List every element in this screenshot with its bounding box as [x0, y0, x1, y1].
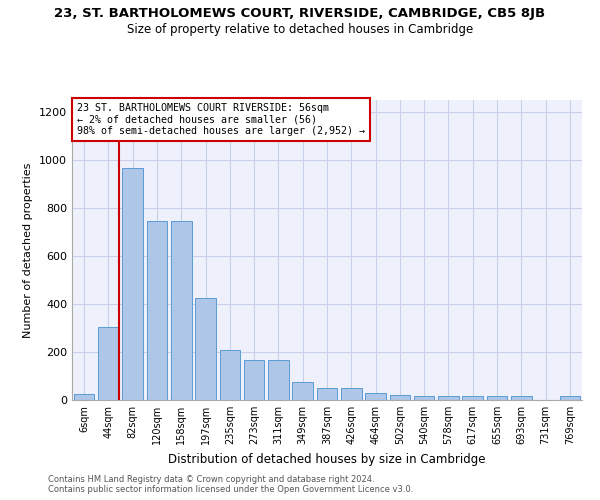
Bar: [146, 221, 167, 400]
Bar: [487, 396, 508, 400]
Bar: [438, 396, 459, 400]
Text: Contains public sector information licensed under the Open Government Licence v3: Contains public sector information licen…: [48, 485, 413, 494]
Bar: [244, 360, 265, 400]
Bar: [220, 350, 240, 400]
Bar: [414, 396, 434, 400]
Y-axis label: Number of detached properties: Number of detached properties: [23, 162, 34, 338]
Bar: [268, 360, 289, 400]
Bar: [317, 388, 337, 400]
Text: Distribution of detached houses by size in Cambridge: Distribution of detached houses by size …: [168, 452, 486, 466]
Bar: [74, 394, 94, 400]
Bar: [341, 388, 362, 400]
Bar: [463, 396, 483, 400]
Bar: [365, 393, 386, 400]
Bar: [292, 382, 313, 400]
Bar: [511, 396, 532, 400]
Bar: [98, 327, 119, 400]
Text: 23, ST. BARTHOLOMEWS COURT, RIVERSIDE, CAMBRIDGE, CB5 8JB: 23, ST. BARTHOLOMEWS COURT, RIVERSIDE, C…: [55, 8, 545, 20]
Bar: [560, 396, 580, 400]
Text: Contains HM Land Registry data © Crown copyright and database right 2024.: Contains HM Land Registry data © Crown c…: [48, 475, 374, 484]
Bar: [195, 298, 216, 400]
Text: Size of property relative to detached houses in Cambridge: Size of property relative to detached ho…: [127, 22, 473, 36]
Bar: [122, 168, 143, 400]
Bar: [171, 221, 191, 400]
Text: 23 ST. BARTHOLOMEWS COURT RIVERSIDE: 56sqm
← 2% of detached houses are smaller (: 23 ST. BARTHOLOMEWS COURT RIVERSIDE: 56s…: [77, 103, 365, 136]
Bar: [389, 395, 410, 400]
